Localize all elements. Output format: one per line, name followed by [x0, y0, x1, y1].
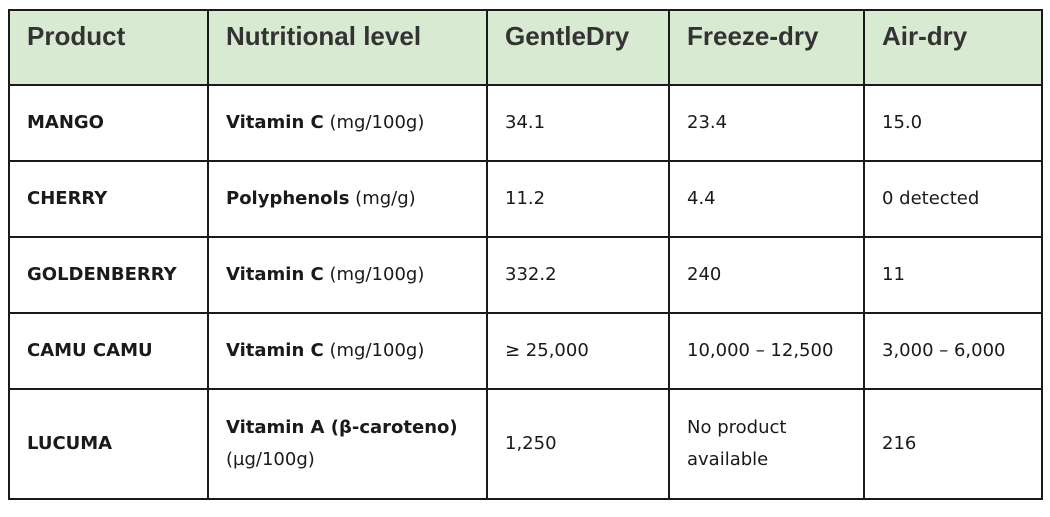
table-row: CAMU CAMU Vitamin C (mg/100g) ≥ 25,000 1… [8, 312, 1043, 390]
gentledry-cell: 11.2 [486, 160, 670, 238]
gentledry-cell: 34.1 [486, 84, 670, 162]
table-row: LUCUMA Vitamin A (β-caroteno) (µg/100g) 1… [8, 388, 1043, 500]
product-cell: GOLDENBERRY [8, 236, 209, 314]
freeze-dry-cell: 23.4 [668, 84, 865, 162]
table-row: GOLDENBERRY Vitamin C (mg/100g) 332.2 24… [8, 236, 1043, 314]
product-cell: CHERRY [8, 160, 209, 238]
product-cell: LUCUMA [8, 388, 209, 500]
header-nutritional-level: Nutritional level [207, 9, 488, 86]
nutrient-unit: (mg/g) [355, 188, 416, 209]
nutrient-cell: Vitamin C (mg/100g) [207, 312, 488, 390]
header-air-dry: Air-dry [863, 9, 1043, 86]
nutrient-name: Vitamin C [226, 112, 324, 133]
nutrient-unit: (mg/100g) [329, 340, 425, 361]
product-cell: CAMU CAMU [8, 312, 209, 390]
nutrient-name: Vitamin A (β-caroteno) [226, 417, 458, 438]
air-dry-cell: 3,000 – 6,000 [863, 312, 1043, 390]
air-dry-cell: 0 detected [863, 160, 1043, 238]
header-product: Product [8, 9, 209, 86]
nutrient-cell: Vitamin C (mg/100g) [207, 84, 488, 162]
table-row: MANGO Vitamin C (mg/100g) 34.1 23.4 15.0 [8, 84, 1043, 162]
nutrient-name: Polyphenols [226, 188, 350, 209]
nutrient-unit: (mg/100g) [329, 112, 425, 133]
freeze-dry-cell: No product available [668, 388, 865, 500]
air-dry-cell: 11 [863, 236, 1043, 314]
nutrient-unit: (µg/100g) [226, 449, 315, 470]
header-row: Product Nutritional level GentleDry Free… [8, 9, 1043, 86]
header-gentledry: GentleDry [486, 9, 670, 86]
freeze-dry-cell: 240 [668, 236, 865, 314]
freeze-dry-cell: 4.4 [668, 160, 865, 238]
nutrient-unit: (mg/100g) [329, 264, 425, 285]
nutrient-name: Vitamin C [226, 264, 324, 285]
nutrient-cell: Vitamin C (mg/100g) [207, 236, 488, 314]
table-row: CHERRY Polyphenols (mg/g) 11.2 4.4 0 det… [8, 160, 1043, 238]
gentledry-cell: 332.2 [486, 236, 670, 314]
product-cell: MANGO [8, 84, 209, 162]
nutrient-cell: Polyphenols (mg/g) [207, 160, 488, 238]
air-dry-cell: 15.0 [863, 84, 1043, 162]
freeze-dry-cell: 10,000 – 12,500 [668, 312, 865, 390]
header-freeze-dry: Freeze-dry [668, 9, 865, 86]
air-dry-cell: 216 [863, 388, 1043, 500]
gentledry-cell: ≥ 25,000 [486, 312, 670, 390]
gentledry-cell: 1,250 [486, 388, 670, 500]
nutrient-cell: Vitamin A (β-caroteno) (µg/100g) [207, 388, 488, 500]
nutrition-comparison-table: Product Nutritional level GentleDry Free… [8, 9, 1043, 500]
nutrient-name: Vitamin C [226, 340, 324, 361]
